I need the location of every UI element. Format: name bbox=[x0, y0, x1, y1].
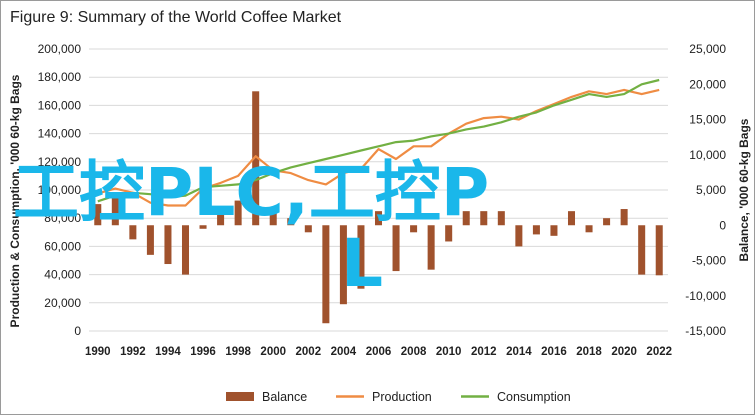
right-tick-label: 0 bbox=[719, 218, 726, 232]
x-tick-label: 2016 bbox=[541, 346, 567, 358]
left-axis-label: Production & Consumption, '000 60-kg Bag… bbox=[8, 74, 22, 327]
x-tick-label: 1994 bbox=[155, 346, 181, 358]
balance-bar-1994 bbox=[164, 225, 172, 265]
x-tick-label: 1998 bbox=[225, 346, 251, 358]
balance-bar-2006 bbox=[374, 211, 383, 226]
balance-bar-1993 bbox=[146, 225, 154, 255]
balance-bar-1990 bbox=[94, 204, 102, 226]
left-tick-label: 100,000 bbox=[38, 183, 82, 197]
x-tick-label: 1996 bbox=[190, 346, 216, 358]
left-tick-label: 140,000 bbox=[38, 127, 82, 141]
balance-bar-2012 bbox=[480, 211, 488, 226]
balance-bar-2015 bbox=[532, 225, 540, 235]
balance-bar-1997 bbox=[217, 211, 225, 226]
balance-bar-2020 bbox=[620, 209, 628, 226]
balance-bar-1995 bbox=[181, 225, 190, 275]
gridlines bbox=[89, 48, 668, 332]
right-tick-label: 5,000 bbox=[696, 183, 726, 197]
watermark: 工控PLC,工控P L bbox=[13, 154, 489, 302]
right-axis-ticks: -15,000 -10,000 -5,000 0 5,000 10,000 15,000 20… bbox=[685, 42, 726, 338]
balance-bar-2016 bbox=[550, 225, 558, 236]
chart-title: Figure 9: Summary of the World Coffee Ma… bbox=[10, 9, 342, 26]
balance-bar-2001 bbox=[287, 218, 295, 226]
balance-bar-2018 bbox=[585, 225, 593, 233]
left-tick-label: 20,000 bbox=[44, 296, 81, 310]
legend-label-production: Production bbox=[372, 390, 432, 404]
left-tick-label: 120,000 bbox=[38, 155, 82, 169]
left-tick-label: 40,000 bbox=[44, 268, 81, 282]
balance-bar-1996 bbox=[199, 225, 207, 229]
x-tick-label: 2010 bbox=[436, 346, 462, 358]
right-tick-label: -5,000 bbox=[692, 254, 726, 268]
balance-bar-2007 bbox=[392, 225, 400, 272]
x-tick-label: 2000 bbox=[260, 346, 286, 358]
x-tick-label: 1990 bbox=[85, 346, 111, 358]
legend-label-balance: Balance bbox=[262, 390, 307, 404]
x-tick-label: 2012 bbox=[471, 346, 497, 358]
balance-bar-2017 bbox=[567, 211, 576, 226]
x-tick-label: 2002 bbox=[296, 346, 322, 358]
right-tick-label: -10,000 bbox=[685, 289, 726, 303]
left-tick-label: 80,000 bbox=[44, 211, 81, 225]
x-tick-label: 2022 bbox=[646, 346, 672, 358]
balance-bar-2022 bbox=[655, 225, 663, 276]
x-tick-label: 2014 bbox=[506, 346, 532, 358]
x-tick-label: 2020 bbox=[611, 346, 637, 358]
balance-bars bbox=[94, 91, 663, 324]
balance-bar-2019 bbox=[603, 218, 611, 226]
balance-bar-2003 bbox=[322, 225, 330, 324]
x-tick-label: 2006 bbox=[366, 346, 392, 358]
legend-swatch-balance bbox=[226, 392, 254, 401]
right-tick-label: 15,000 bbox=[689, 113, 726, 127]
legend: Balance Production Consumption bbox=[226, 390, 571, 404]
right-tick-label: 10,000 bbox=[689, 148, 726, 162]
balance-bar-2014 bbox=[515, 225, 523, 247]
balance-bar-2010 bbox=[445, 225, 453, 242]
x-axis-ticks: 1990 1992 1994 1996 1998 2000 2002 2004 2006 2008… bbox=[85, 346, 672, 358]
watermark-line-1: 工控PLC,工控P bbox=[13, 154, 489, 231]
left-tick-label: 180,000 bbox=[38, 70, 82, 84]
balance-bar-2000 bbox=[269, 211, 277, 226]
balance-bar-2002 bbox=[304, 225, 312, 233]
series-lines bbox=[97, 78, 660, 207]
legend-label-consumption: Consumption bbox=[497, 390, 571, 404]
balance-bar-1998 bbox=[234, 200, 242, 226]
consumption-line bbox=[97, 78, 660, 203]
balance-bar-2004 bbox=[339, 225, 347, 305]
balance-bar-2013 bbox=[497, 211, 505, 226]
balance-bar-1999 bbox=[252, 91, 260, 226]
watermark-line-2: L bbox=[341, 225, 383, 302]
balance-bar-2008 bbox=[410, 225, 418, 233]
balance-bar-2005 bbox=[357, 225, 365, 289]
right-tick-label: -15,000 bbox=[685, 324, 726, 338]
x-tick-label: 2004 bbox=[331, 346, 357, 358]
left-tick-label: 160,000 bbox=[38, 98, 82, 112]
left-axis-ticks: 0 20,000 40,000 60,000 80,000 100,000 120,000 1… bbox=[38, 42, 82, 338]
balance-bar-1991 bbox=[111, 197, 119, 226]
right-tick-label: 25,000 bbox=[689, 42, 726, 56]
x-tick-label: 1992 bbox=[120, 346, 146, 358]
balance-bar-1992 bbox=[129, 225, 137, 240]
right-tick-label: 20,000 bbox=[689, 77, 726, 91]
left-tick-label: 200,000 bbox=[38, 42, 82, 56]
balance-bar-2009 bbox=[427, 225, 435, 270]
production-line bbox=[97, 88, 660, 207]
x-tick-label: 2018 bbox=[576, 346, 602, 358]
right-axis-label: Balance, '000 60-kg Bags bbox=[737, 118, 751, 261]
balance-bar-2021 bbox=[638, 225, 646, 275]
left-tick-label: 0 bbox=[74, 324, 81, 338]
x-tick-label: 2008 bbox=[401, 346, 427, 358]
left-tick-label: 60,000 bbox=[44, 239, 81, 253]
balance-bar-2011 bbox=[462, 211, 470, 226]
